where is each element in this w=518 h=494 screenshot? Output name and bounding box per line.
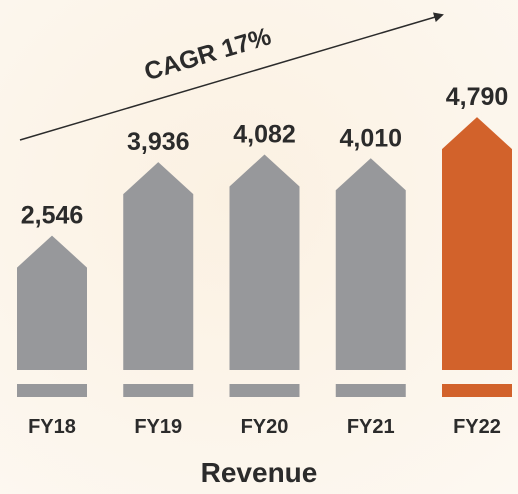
bar: [123, 162, 194, 370]
bar-base: [335, 384, 406, 397]
bar: [17, 235, 87, 370]
chart-title: Revenue: [201, 457, 318, 488]
bar-base: [123, 384, 194, 397]
bar: [335, 158, 406, 370]
bar: [442, 117, 512, 370]
bar-base: [442, 384, 512, 397]
value-label: 4,790: [446, 83, 509, 111]
value-label: 4,010: [339, 124, 402, 152]
value-label: 3,936: [127, 128, 190, 156]
x-tick-label: FY22: [453, 416, 501, 438]
x-tick-label: FY20: [241, 416, 289, 438]
x-tick-label: FY18: [28, 416, 76, 438]
value-label: 4,082: [233, 120, 296, 148]
bar-base: [17, 384, 87, 397]
bar: [229, 154, 300, 370]
bar-base: [229, 384, 300, 397]
x-tick-label: FY21: [347, 416, 395, 438]
value-label: 2,546: [21, 202, 84, 230]
cagr-arrow: [19, 12, 444, 141]
x-tick-label: FY19: [134, 416, 182, 438]
